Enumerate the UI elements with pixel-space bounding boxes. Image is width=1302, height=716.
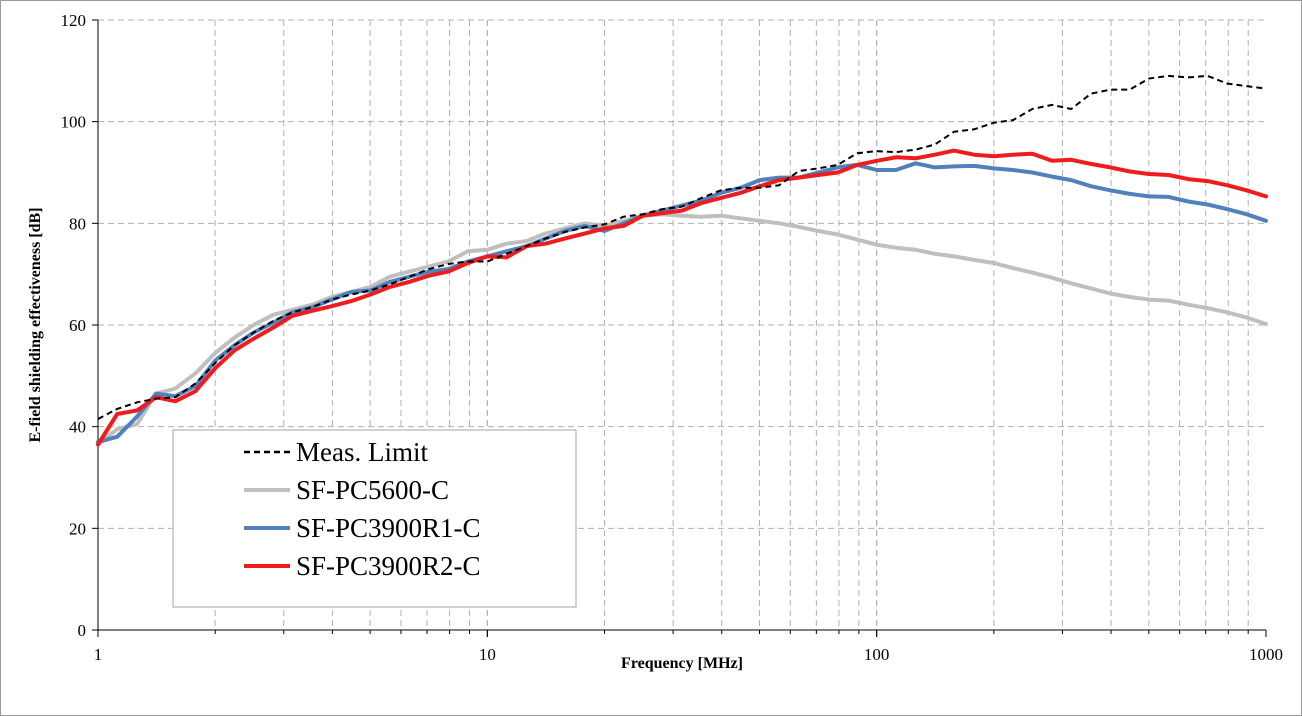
y-tick-label: 100 [61, 113, 87, 132]
series-layer [96, 74, 1268, 447]
legend-label: SF-PC3900R2-C [296, 551, 481, 581]
series-line-sf-pc3900r1-c [96, 161, 1268, 444]
axes [92, 19, 1267, 637]
y-axis-title: E-field shielding effectiveness [dB] [27, 207, 44, 442]
legend: Meas. Limit SF-PC5600-C SF-PC3900R1-C SF-PC… [172, 429, 577, 608]
y-tick-label: 20 [69, 519, 86, 538]
y-tick-label: 80 [69, 214, 86, 233]
grid-lines [98, 19, 1266, 630]
x-tick-label: 1000 [1249, 645, 1283, 664]
x-tick-label: 100 [864, 645, 890, 664]
legend-label: Meas. Limit [296, 437, 428, 467]
legend-label: SF-PC3900R1-C [296, 513, 481, 543]
series-line-sf-pc5600-c [96, 212, 1268, 447]
y-tick-label: 0 [78, 621, 87, 640]
series-line-sf-pc3900r2-c [96, 148, 1268, 447]
x-tick-label: 10 [479, 645, 496, 664]
y-tick-label: 120 [61, 11, 87, 30]
y-tick-label: 40 [69, 418, 86, 437]
series-line-meas-limit [97, 74, 1267, 420]
y-tick-label: 60 [69, 316, 86, 335]
legend-label: SF-PC5600-C [296, 475, 449, 505]
x-axis-title: Frequency [MHz] [621, 655, 743, 672]
legend-box [172, 429, 577, 608]
x-tick-label: 1 [94, 645, 103, 664]
